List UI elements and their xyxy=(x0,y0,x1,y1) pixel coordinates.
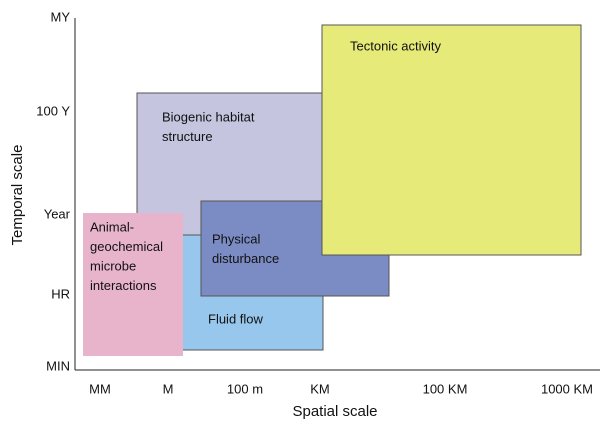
x-tick-label: MM xyxy=(89,381,111,396)
box-label: Animal- xyxy=(90,219,134,234)
x-tick-label: 100 m xyxy=(227,381,263,396)
x-tick-label: 1000 KM xyxy=(541,381,593,396)
y-tick-label: Year xyxy=(44,206,71,221)
box-label: microbe xyxy=(90,258,136,273)
box xyxy=(83,213,183,356)
y-tick-label: HR xyxy=(51,286,70,301)
x-tick-label: KM xyxy=(310,381,330,396)
box-label: Tectonic activity xyxy=(350,38,442,53)
y-tick-label: MIN xyxy=(46,358,70,373)
x-tick-label: M xyxy=(163,381,174,396)
box xyxy=(321,24,582,256)
y-tick-label: MY xyxy=(51,9,71,24)
y-tick-label: 100 Y xyxy=(36,103,70,118)
box-label: disturbance xyxy=(212,251,279,266)
y-axis-title: Temporal scale xyxy=(9,145,26,246)
box-label: structure xyxy=(162,129,213,144)
x-tick-label: 100 KM xyxy=(423,381,468,396)
box-label: Biogenic habitat xyxy=(162,109,255,124)
box-label: Fluid flow xyxy=(208,311,264,326)
box-label: Physical xyxy=(212,231,261,246)
box-label: geochemical xyxy=(90,239,163,254)
box-label: interactions xyxy=(90,278,157,293)
x-axis-title: Spatial scale xyxy=(292,403,377,420)
